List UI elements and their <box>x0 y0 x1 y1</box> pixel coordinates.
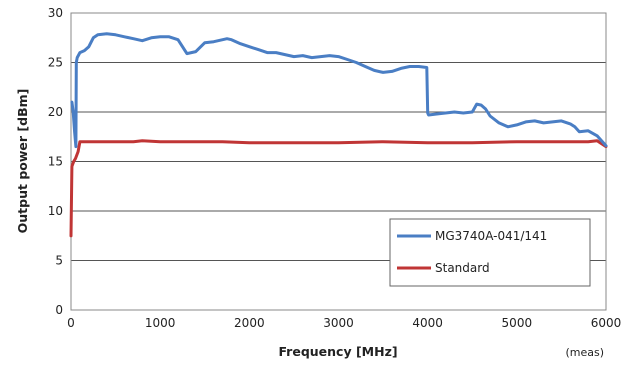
series-line-mg3740a <box>70 32 608 149</box>
legend-box <box>389 218 591 287</box>
y-tick-label: 0 <box>55 303 63 317</box>
legend-label-standard: Standard <box>435 261 490 275</box>
y-axis-ticks: 0 5 10 15 20 25 30 <box>48 6 63 317</box>
measured-note: (meas) <box>565 346 604 359</box>
x-tick-label: 6000 <box>591 316 622 330</box>
y-tick-label: 20 <box>48 105 63 119</box>
y-tick-label: 10 <box>48 204 63 218</box>
x-tick-label: 4000 <box>412 316 443 330</box>
x-tick-label: 5000 <box>502 316 533 330</box>
x-tick-label: 2000 <box>234 316 265 330</box>
y-tick-label: 5 <box>55 254 63 268</box>
x-axis-title: Frequency [MHz] <box>278 344 397 359</box>
x-tick-label: 1000 <box>145 316 176 330</box>
x-axis-ticks: 0 1000 2000 3000 4000 5000 6000 <box>67 316 621 330</box>
y-tick-label: 25 <box>48 56 63 70</box>
series-layer <box>69 32 608 238</box>
y-axis-title: Output power [dBm] <box>15 89 30 234</box>
plot-area-frame <box>70 12 607 311</box>
y-tick-label: 15 <box>48 155 63 169</box>
y-tick-label: 30 <box>48 6 63 20</box>
x-tick-label: 0 <box>67 316 75 330</box>
legend: MG3740A-041/141 Standard <box>389 218 591 287</box>
series-line-standard <box>69 139 608 238</box>
legend-label-mg3740a: MG3740A-041/141 <box>435 229 547 243</box>
x-tick-label: 3000 <box>323 316 354 330</box>
